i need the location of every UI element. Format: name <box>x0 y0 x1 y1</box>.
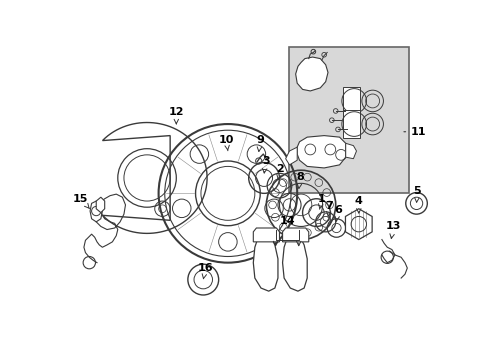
Text: 7: 7 <box>325 202 333 217</box>
Polygon shape <box>295 57 327 91</box>
Text: 1: 1 <box>317 194 325 209</box>
Text: 6: 6 <box>333 205 341 221</box>
Bar <box>289 47 408 193</box>
Polygon shape <box>253 236 277 291</box>
Polygon shape <box>282 236 306 291</box>
Polygon shape <box>345 209 371 239</box>
Text: 8: 8 <box>296 172 304 188</box>
Polygon shape <box>90 201 102 222</box>
Polygon shape <box>345 143 356 159</box>
Polygon shape <box>282 228 308 242</box>
Text: 14: 14 <box>279 216 294 226</box>
Text: 9: 9 <box>256 135 264 152</box>
Text: 2: 2 <box>276 164 284 180</box>
Text: 3: 3 <box>261 156 269 173</box>
Bar <box>343 87 360 115</box>
Text: 5: 5 <box>413 186 420 202</box>
Text: 13: 13 <box>385 221 400 238</box>
Polygon shape <box>285 147 297 165</box>
Text: 11: 11 <box>403 127 426 137</box>
Polygon shape <box>253 228 279 242</box>
Text: 10: 10 <box>218 135 234 151</box>
Text: 4: 4 <box>354 196 362 213</box>
Text: 16: 16 <box>197 263 213 279</box>
Text: 15: 15 <box>73 194 89 209</box>
Polygon shape <box>96 197 104 213</box>
Bar <box>343 110 360 138</box>
Text: 12: 12 <box>168 108 183 124</box>
Polygon shape <box>297 136 345 168</box>
